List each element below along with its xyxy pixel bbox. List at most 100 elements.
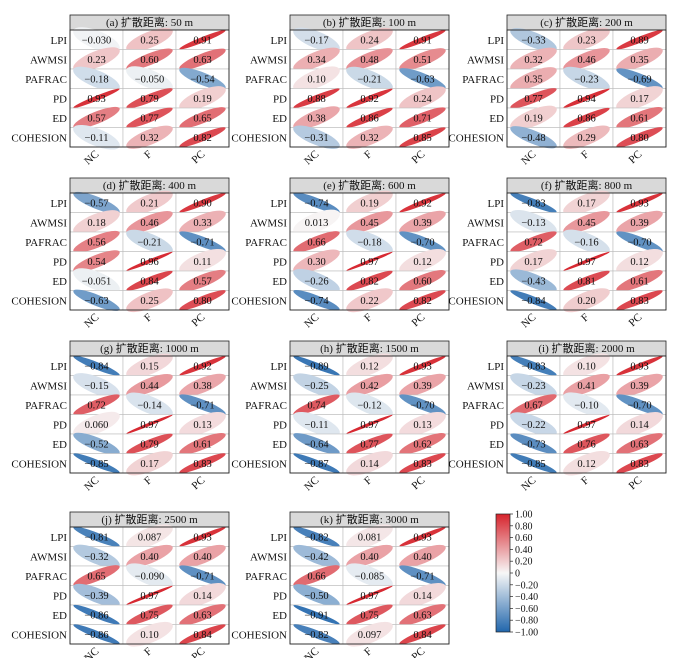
data-label: 0.46: [577, 55, 595, 66]
data-label: −0.63: [84, 296, 108, 307]
panel-title: (c) 扩散距离: 200 m: [540, 15, 633, 29]
row-label: ED: [489, 276, 504, 288]
data-label: 0.14: [413, 591, 432, 602]
correlation-ellipse: [293, 66, 340, 92]
data-label: −0.43: [521, 277, 545, 288]
data-label: −0.085: [355, 572, 385, 583]
correlation-ellipse: [293, 125, 340, 149]
correlation-ellipse: [346, 88, 393, 108]
correlation-ellipse: [399, 624, 446, 645]
row-label: PAFRAC: [462, 237, 504, 249]
correlation-ellipse: [126, 88, 173, 109]
correlation-ellipse: [73, 27, 120, 53]
panel-title: (f) 扩散距离: 800 m: [541, 178, 633, 192]
row-label: LPI: [488, 198, 505, 210]
row-label: LPI: [271, 35, 288, 47]
row-label: PAFRAC: [245, 237, 287, 249]
data-label: −0.89: [304, 362, 328, 373]
data-label: 0.92: [413, 199, 431, 210]
correlation-ellipse: [73, 191, 120, 214]
data-label: −0.82: [304, 533, 328, 544]
correlation-ellipse: [510, 394, 557, 416]
correlation-ellipse: [510, 210, 557, 235]
correlation-ellipse: [179, 67, 226, 90]
column-label: PC: [189, 311, 207, 329]
row-label: LPI: [51, 35, 68, 47]
data-label: 0.39: [413, 218, 431, 229]
data-label: 0.38: [193, 381, 211, 392]
correlation-ellipse: [293, 231, 340, 253]
column-label: NC: [302, 474, 321, 493]
correlation-ellipse: [563, 210, 610, 234]
colorbar-tick-label: −0.80: [515, 616, 538, 627]
row-label: COHESION: [11, 132, 67, 144]
data-label: 0.97: [577, 257, 595, 268]
panel-frame: [69, 526, 230, 645]
correlation-ellipse: [616, 127, 663, 148]
data-label: −0.25: [304, 381, 328, 392]
column-label: NC: [519, 148, 538, 167]
panel-frame: [506, 355, 667, 474]
data-label: 0.93: [630, 199, 648, 210]
data-label: 0.80: [630, 133, 648, 144]
data-label: 0.57: [193, 277, 211, 288]
correlation-ellipse: [126, 66, 173, 92]
data-label: −0.63: [410, 75, 434, 86]
correlation-ellipse: [563, 414, 610, 434]
row-label: LPI: [51, 532, 68, 544]
data-label: −0.10: [574, 401, 598, 412]
data-label: 0.13: [413, 420, 431, 431]
correlation-ellipse: [399, 193, 446, 213]
correlation-ellipse: [616, 453, 663, 474]
panel-frame: [289, 29, 450, 148]
row-label: ED: [52, 276, 67, 288]
correlation-ellipse: [399, 127, 446, 148]
data-label: 0.32: [524, 55, 542, 66]
data-label: −0.17: [304, 36, 328, 47]
data-label: 0.97: [360, 420, 378, 431]
row-label: PD: [273, 419, 287, 431]
data-label: −0.82: [304, 630, 328, 641]
data-label: −0.84: [521, 296, 546, 307]
correlation-ellipse: [126, 27, 173, 52]
data-label: −0.71: [190, 238, 214, 249]
column-label: PC: [409, 148, 427, 166]
correlation-ellipse: [179, 604, 226, 626]
data-label: 0.57: [87, 114, 105, 125]
correlation-ellipse: [616, 270, 663, 292]
data-label: 0.97: [140, 591, 158, 602]
correlation-ellipse: [346, 433, 393, 454]
colorbar-tick-label: −0.60: [515, 604, 538, 615]
colorbar-tick-label: −1.00: [515, 628, 538, 639]
correlation-ellipse: [73, 88, 120, 108]
correlation-ellipse: [399, 433, 446, 455]
correlation-ellipse: [346, 27, 393, 52]
row-label: PD: [53, 93, 67, 105]
column-label: F: [362, 645, 375, 658]
data-label: 0.83: [193, 459, 211, 470]
data-label: −0.74: [304, 296, 329, 307]
data-label: 0.25: [140, 296, 158, 307]
data-label: 0.17: [524, 257, 542, 268]
row-label: AWMSI: [250, 54, 287, 66]
data-label: 0.11: [194, 257, 212, 268]
row-label: COHESION: [231, 132, 287, 144]
correlation-ellipse: [399, 583, 446, 608]
correlation-ellipse: [179, 412, 226, 437]
correlation-ellipse: [399, 604, 446, 626]
panel-frame: [506, 29, 667, 148]
correlation-ellipse: [126, 251, 173, 271]
data-label: 0.14: [193, 591, 212, 602]
data-label: −0.15: [84, 381, 108, 392]
panel-frame: [289, 192, 450, 311]
data-label: −0.23: [521, 381, 545, 392]
data-label: 0.88: [307, 94, 325, 105]
data-label: 0.77: [140, 114, 158, 125]
data-label: −0.87: [304, 459, 328, 470]
row-label: PAFRAC: [25, 237, 67, 249]
correlation-ellipse: [293, 565, 340, 587]
data-label: 0.61: [630, 114, 648, 125]
correlation-ellipse: [179, 269, 226, 292]
correlation-ellipse: [563, 251, 610, 271]
data-label: −0.50: [304, 591, 328, 602]
